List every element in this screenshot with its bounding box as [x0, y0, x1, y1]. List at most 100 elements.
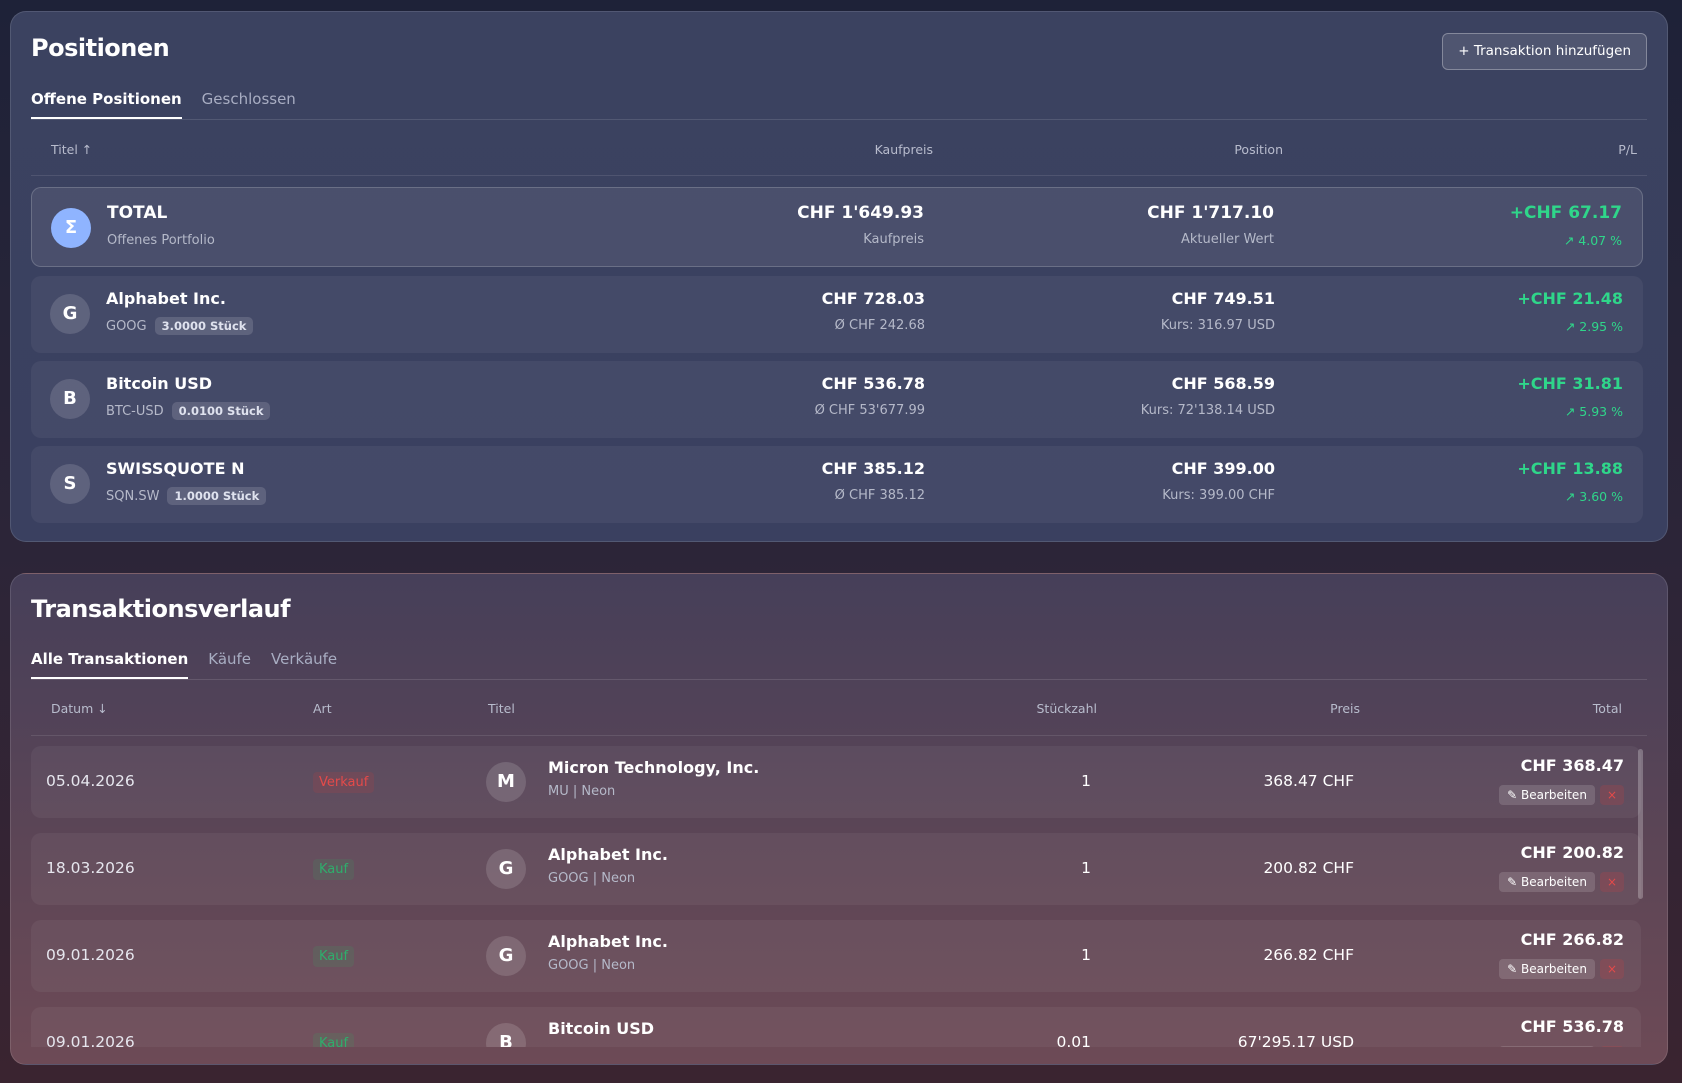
tab[interactable]: Offene Positionen: [31, 84, 182, 119]
position-row[interactable]: B Bitcoin USD BTC-USD 0.0100 Stück CHF 536.7…: [31, 361, 1643, 438]
total: CHF 200.82: [1520, 843, 1624, 862]
row-actions: ✎ Bearbeiten ×: [1499, 1045, 1624, 1047]
scrollbar[interactable]: [1638, 749, 1643, 899]
price: 266.82 CHF: [1263, 946, 1354, 964]
cost: CHF 385.12: [821, 459, 925, 478]
row-actions: ✎ Bearbeiten×: [1499, 958, 1624, 979]
price: 200.82 CHF: [1263, 859, 1354, 877]
transaction-row[interactable]: 09.01.2026 Kauf G Alphabet Inc. GOOG | Neon 1…: [31, 920, 1641, 992]
avatar: M: [486, 762, 526, 802]
quantity: 1: [1081, 946, 1091, 964]
panel-title: Positionen: [31, 34, 170, 62]
column-header: Art: [313, 701, 332, 716]
delete-button[interactable]: ×: [1599, 785, 1624, 805]
edit-button[interactable]: ✎ Bearbeiten: [1499, 1046, 1595, 1047]
quantity: 1: [1081, 859, 1091, 877]
edit-button[interactable]: ✎ Bearbeiten: [1499, 959, 1595, 979]
ticker: GOOG 3.0000 Stück: [106, 317, 254, 335]
tab[interactable]: Verkäufe: [271, 650, 338, 668]
profit-loss: +CHF 13.88: [1517, 459, 1623, 478]
subtitle: MU | Neon: [548, 784, 616, 799]
transactions-panel: Transaktionsverlauf Alle Transaktionen K…: [10, 573, 1668, 1065]
profit-loss-percent: ↗ 3.60 %: [1564, 489, 1623, 504]
type-badge: Kauf: [313, 946, 355, 967]
divider: [31, 735, 1647, 736]
column-header: Preis: [1330, 701, 1360, 716]
tab[interactable]: Käufe: [208, 650, 252, 668]
add-transaction-button[interactable]: + Transaktion hinzufügen: [1442, 33, 1647, 70]
date: 18.03.2026: [46, 859, 135, 877]
transaction-row[interactable]: 18.03.2026 Kauf G Alphabet Inc. GOOG | Neon 1…: [31, 833, 1641, 905]
edit-button[interactable]: ✎ Bearbeiten: [1499, 872, 1595, 892]
ticker: BTC-USD 0.0100 Stück: [106, 402, 271, 420]
type-badge: Kauf: [313, 859, 355, 880]
name: Alphabet Inc.: [548, 932, 668, 951]
quantity-pill: 0.0100 Stück: [171, 402, 271, 420]
profit-loss: +CHF 31.81: [1517, 374, 1623, 393]
cost-detail: Ø CHF 53'677.99: [814, 403, 925, 418]
tab-bar: Offene Positionen Geschlossen: [31, 84, 1647, 120]
subtitle: GOOG | Neon: [548, 871, 636, 886]
cost-detail: Ø CHF 385.12: [834, 488, 925, 503]
value-detail: Kurs: 316.97 USD: [1160, 318, 1275, 333]
delete-button[interactable]: ×: [1599, 1046, 1624, 1047]
profit-loss: +CHF 67.17: [1509, 203, 1622, 223]
column-header: Position: [1234, 142, 1283, 157]
value: CHF 568.59: [1171, 374, 1275, 393]
ticker-symbol: BTC-USD: [106, 404, 164, 419]
price: 368.47 CHF: [1263, 772, 1354, 790]
position-row[interactable]: S SWISSQUOTE N SQN.SW 1.0000 Stück CHF 385.1…: [31, 446, 1643, 523]
column-header: Total: [1592, 701, 1622, 716]
cost: CHF 536.78: [821, 374, 925, 393]
subtitle: GOOG | Neon: [548, 958, 636, 973]
avatar: G: [486, 936, 526, 976]
transaction-row[interactable]: 05.04.2026 Verkauf M Micron Technology, Inc…: [31, 746, 1641, 818]
position-row[interactable]: G Alphabet Inc. GOOG 3.0000 Stück CHF 728.03…: [31, 276, 1643, 353]
avatar: G: [486, 849, 526, 889]
value-detail: Aktueller Wert: [1181, 232, 1274, 247]
name: Micron Technology, Inc.: [548, 758, 760, 777]
price: 67'295.17 USD: [1237, 1033, 1354, 1047]
name: Bitcoin USD: [106, 374, 213, 393]
quantity-pill: 3.0000 Stück: [154, 317, 254, 335]
column-header[interactable]: Titel ↑: [51, 142, 93, 157]
total: CHF 266.82: [1520, 930, 1624, 949]
column-header: Titel: [488, 701, 515, 716]
value-detail: Kurs: 72'138.14 USD: [1140, 403, 1275, 418]
tab-bar: Alle Transaktionen Käufe Verkäufe: [31, 644, 1647, 680]
avatar: Σ: [51, 208, 91, 248]
cost-detail: Kaufpreis: [863, 232, 924, 247]
avatar: G: [50, 294, 90, 334]
profit-loss-percent: ↗ 2.95 %: [1564, 319, 1623, 334]
name: TOTAL: [107, 203, 168, 223]
ticker-symbol: GOOG: [106, 319, 147, 334]
profit-loss-percent: ↗ 5.93 %: [1564, 404, 1623, 419]
avatar: B: [50, 379, 90, 419]
quantity-pill: 1.0000 Stück: [167, 487, 267, 505]
positions-panel: Positionen + Transaktion hinzufügen Offe…: [10, 11, 1668, 542]
value: CHF 399.00: [1171, 459, 1275, 478]
row-actions: ✎ Bearbeiten×: [1499, 871, 1624, 892]
value: CHF 1'717.10: [1147, 203, 1274, 223]
date: 09.01.2026: [46, 946, 135, 964]
name: Bitcoin USD: [548, 1019, 655, 1038]
date: 09.01.2026: [46, 1033, 135, 1047]
column-header: P/L: [1618, 142, 1637, 157]
name: SWISSQUOTE N: [106, 459, 245, 478]
transaction-row[interactable]: 09.01.2026 Kauf B Bitcoin USD 0.01 67'295.17 …: [31, 1007, 1641, 1047]
name: Alphabet Inc.: [106, 289, 226, 308]
panel-title: Transaktionsverlauf: [31, 595, 291, 623]
avatar: B: [486, 1023, 526, 1047]
type-badge: Verkauf: [313, 772, 375, 793]
cost-detail: Ø CHF 242.68: [834, 318, 925, 333]
tab[interactable]: Geschlossen: [201, 90, 296, 108]
delete-button[interactable]: ×: [1599, 872, 1624, 892]
edit-button[interactable]: ✎ Bearbeiten: [1499, 785, 1595, 805]
column-header[interactable]: Datum ↓: [51, 701, 108, 716]
quantity: 1: [1081, 772, 1091, 790]
column-header: Stückzahl: [1036, 701, 1098, 716]
tab[interactable]: Alle Transaktionen: [31, 644, 189, 679]
total-row: Σ TOTAL Offenes Portfolio CHF 1'649.93 Kaufp…: [31, 187, 1643, 267]
divider: [31, 175, 1647, 176]
delete-button[interactable]: ×: [1599, 959, 1624, 979]
